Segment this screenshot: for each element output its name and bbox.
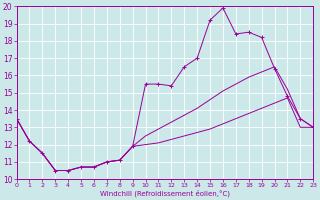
X-axis label: Windchill (Refroidissement éolien,°C): Windchill (Refroidissement éolien,°C) <box>100 190 230 197</box>
